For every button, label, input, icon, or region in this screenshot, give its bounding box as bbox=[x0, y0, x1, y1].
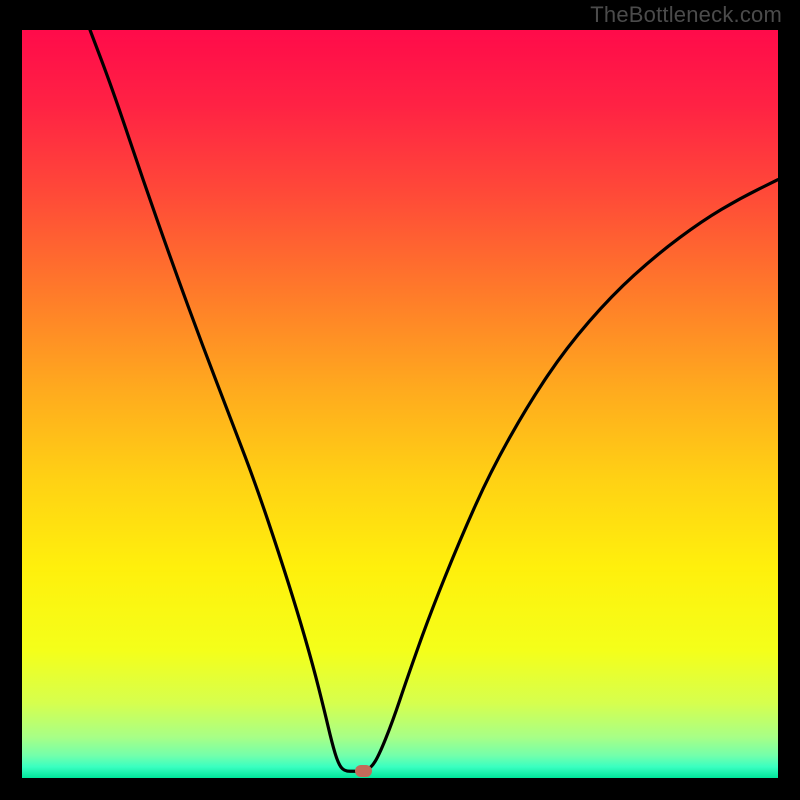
plot-area bbox=[22, 30, 778, 778]
optimal-point-marker bbox=[355, 765, 372, 777]
watermark-text: TheBottleneck.com bbox=[590, 2, 782, 28]
chart-frame: TheBottleneck.com bbox=[0, 0, 800, 800]
bottleneck-curve bbox=[22, 30, 778, 778]
